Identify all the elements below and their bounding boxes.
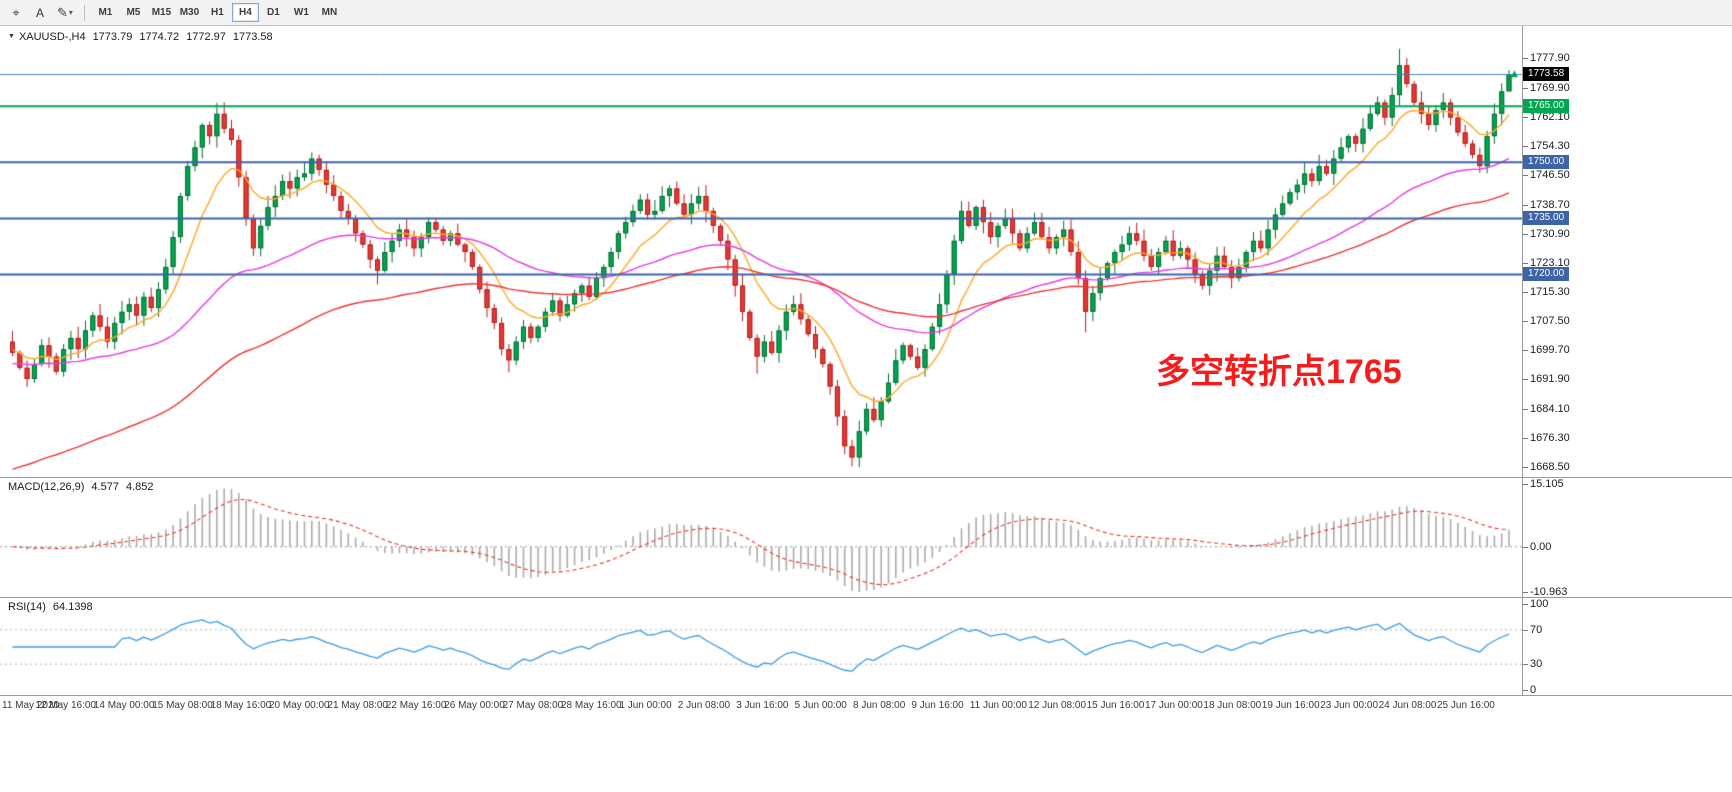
price-axis-label: 1769.90 [1523, 82, 1570, 94]
price-badge: 1765.00 [1523, 99, 1570, 114]
price-axis-label: 1676.30 [1523, 431, 1570, 444]
text-tool-label: A [35, 5, 44, 20]
time-axis-label: 15 May 08:00 [152, 700, 213, 711]
macd-axis-label: 0.00 [1522, 540, 1552, 553]
rsi-header: RSI(14) 64.1398 [8, 601, 93, 613]
time-axis-label: 11 May 2020 [2, 700, 60, 711]
time-axis-label: 2 Jun 08:00 [677, 700, 731, 711]
rsi-axis-label: 30 [1522, 658, 1543, 671]
time-axis-label: 9 Jun 16:00 [911, 700, 964, 711]
macd-value-signal: 4.852 [125, 481, 154, 493]
crosshair-tool-button[interactable]: ⌖ [5, 3, 27, 23]
time-axis-label: 18 Jun 08:00 [1203, 700, 1262, 711]
rsi-label: RSI(14) [8, 601, 46, 613]
toolbar-separator [83, 4, 85, 21]
time-axis-label: 23 Jun 00:00 [1320, 700, 1379, 711]
timeframe-button-h4[interactable]: H4 [231, 3, 259, 22]
rsi-axis-label: 0 [1522, 684, 1537, 696]
price-axis-label: 1762.10 [1523, 111, 1570, 124]
timeframe-button-mn[interactable]: MN [316, 3, 343, 22]
annotation-text: 多空转折点1765 [1156, 353, 1402, 391]
time-axis-label: 11 Jun 00:00 [969, 700, 1027, 711]
macd-canvas[interactable] [0, 478, 1522, 598]
ohlc-low: 1772.97 [186, 31, 226, 43]
price-axis-label: 1738.70 [1523, 198, 1570, 211]
rsi-value: 64.1398 [52, 601, 93, 613]
timeframe-button-m15[interactable]: M15 [148, 3, 175, 22]
timeframe-button-m30[interactable]: M30 [176, 3, 203, 22]
price-axis-label: 1723.10 [1523, 256, 1570, 269]
price-badge: 1750.00 [1523, 155, 1570, 170]
macd-axis-label: 15.105 [1523, 477, 1564, 490]
time-axis-label: 1 Jun 00:00 [619, 700, 672, 711]
macd-label: MACD(12,26,9) [8, 481, 85, 493]
ohlc-close: 1773.58 [232, 31, 273, 43]
chevron-down-icon: ▾ [68, 8, 73, 17]
time-axis-label: 3 Jun 16:00 [736, 700, 789, 711]
pane-separator[interactable] [0, 477, 1732, 478]
macd-header: MACD(12,26,9) 4.577 4.852 [8, 481, 153, 493]
time-axis-label: 8 Jun 08:00 [853, 700, 906, 711]
time-axis-label: 17 Jun 00:00 [1145, 700, 1203, 711]
time-axis-label: 21 May 08:00 [327, 700, 388, 711]
text-tool-button[interactable]: A [29, 3, 51, 23]
time-axis-label: 14 May 00:00 [93, 700, 155, 711]
time-axis-label: 28 May 16:00 [561, 700, 622, 711]
symbol-ohlc-header: ▼ XAUUSD-,H4 1773.79 1774.72 1772.97 1773.58 [8, 31, 273, 43]
symbol-title: XAUUSD-,H4 [18, 31, 86, 43]
time-axis-label: 12 May 16:00 [35, 700, 96, 711]
time-axis-label: 15 Jun 16:00 [1086, 700, 1145, 711]
time-axis-label: 26 May 00:00 [444, 700, 505, 711]
rsi-canvas[interactable] [0, 598, 1522, 696]
price-axis-label: 1699.70 [1523, 344, 1570, 357]
draw-tool-button[interactable]: ✎ ▾ [53, 3, 77, 23]
timeframe-group: M1 M5 M15 M30 H1 H4 D1 W1 MN [92, 3, 343, 22]
rsi-axis-label: 100 [1522, 598, 1549, 610]
timeframe-button-d1[interactable]: D1 [260, 3, 287, 22]
price-axis-label: 1668.50 [1523, 460, 1570, 473]
time-axis-label: 27 May 08:00 [502, 700, 564, 711]
time-axis-label: 18 May 16:00 [210, 700, 272, 711]
crosshair-icon: ⌖ [12, 5, 20, 20]
timeframe-button-h1[interactable]: H1 [204, 3, 231, 22]
macd-axis-label: -10.963 [1522, 586, 1568, 599]
price-axis-label: 1691.90 [1523, 373, 1570, 386]
rsi-axis-label: 70 [1522, 623, 1543, 636]
time-axis-label: 22 May 16:00 [385, 700, 447, 711]
price-badge: 1720.00 [1523, 267, 1570, 282]
time-axis-label: 19 Jun 16:00 [1261, 700, 1320, 711]
price-badge: 1735.00 [1523, 211, 1570, 226]
ohlc-high: 1774.72 [139, 31, 180, 43]
timeframe-button-m5[interactable]: M5 [120, 3, 147, 22]
price-badge: 1773.58 [1523, 67, 1570, 82]
price-axis-label: 1707.50 [1523, 315, 1570, 328]
time-axis-label: 24 Jun 08:00 [1378, 700, 1437, 711]
pane-separator [0, 695, 1732, 696]
timeframe-button-w1[interactable]: W1 [288, 3, 315, 22]
time-axis-label: 20 May 00:00 [269, 700, 330, 711]
time-axis-label: 12 Jun 08:00 [1028, 700, 1087, 711]
time-axis-label: 5 Jun 00:00 [794, 700, 847, 711]
pencil-icon: ✎ [57, 5, 68, 20]
pane-separator[interactable] [0, 597, 1732, 598]
timeframe-button-m1[interactable]: M1 [92, 3, 119, 22]
price-axis-label: 1754.30 [1523, 140, 1570, 153]
price-axis-label: 1715.30 [1523, 285, 1570, 298]
toolbar: ⌖ A ✎ ▾ M1 M5 M15 M30 H1 H4 D1 W1 MN [0, 0, 1732, 26]
price-axis-label: 1746.50 [1523, 169, 1570, 182]
chart-menu-icon[interactable]: ▼ [8, 33, 15, 40]
ohlc-open: 1773.79 [92, 31, 133, 43]
price-axis-label: 1684.10 [1523, 402, 1570, 415]
macd-value-main: 4.577 [91, 481, 119, 493]
price-axis-label: 1777.90 [1523, 52, 1570, 65]
time-axis-label: 25 Jun 16:00 [1437, 700, 1495, 711]
main-chart-canvas[interactable] [0, 26, 1522, 478]
price-axis-label: 1730.90 [1523, 227, 1570, 240]
price-axis-border [1522, 26, 1523, 696]
